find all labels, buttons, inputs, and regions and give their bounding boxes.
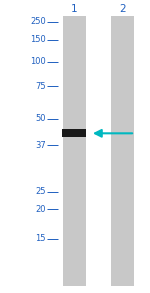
Text: 250: 250 [30,18,46,26]
Text: 150: 150 [30,35,46,44]
Text: 50: 50 [35,114,46,123]
Text: 20: 20 [35,205,46,214]
Text: 15: 15 [35,234,46,243]
Text: 37: 37 [35,141,46,149]
Text: 1: 1 [71,4,78,14]
Bar [62,129,86,137]
Bar [63,16,86,286]
Text: 2: 2 [119,4,126,14]
Text: 100: 100 [30,57,46,66]
Bar [111,16,134,286]
Text: 75: 75 [35,82,46,91]
Text: 25: 25 [35,188,46,196]
